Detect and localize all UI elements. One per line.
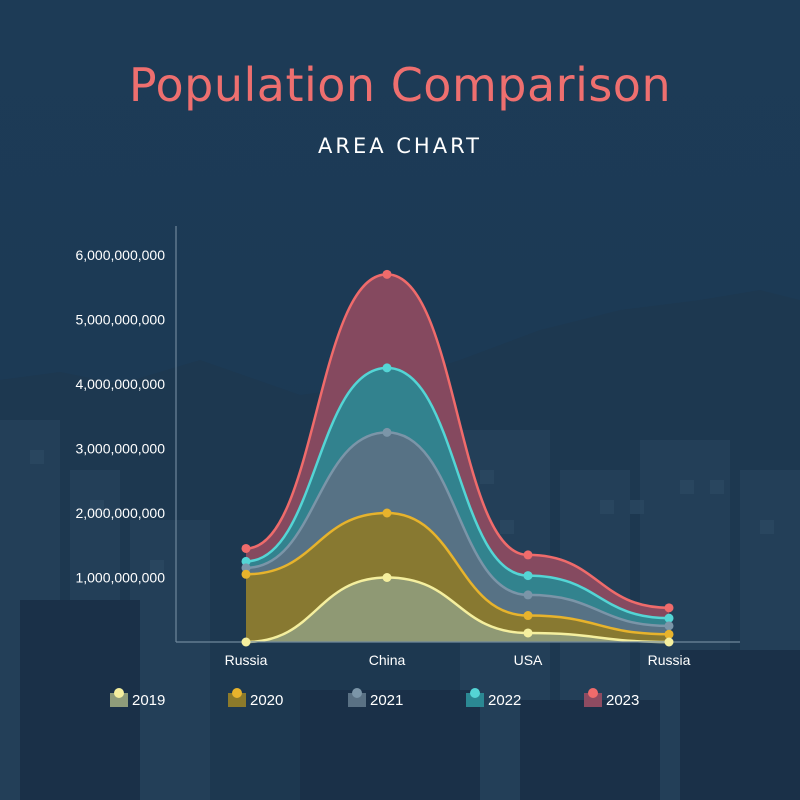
y-tick-label: 6,000,000,000 [75,247,165,263]
data-point-2020-0[interactable] [241,569,251,579]
chart-legend: 2019 2020 2021 2022 2023 [0,688,800,712]
legend-label: 2019 [132,691,166,709]
data-point-2022-1[interactable] [382,363,392,373]
series-line-2019 [245,576,670,644]
data-point-2020-3[interactable] [664,629,674,639]
legend-label: 2022 [488,691,522,709]
legend-item-2020[interactable]: 2020 [228,688,283,712]
legend-label: 2020 [250,691,284,709]
data-point-2021-3[interactable] [664,621,674,631]
chart-title: Population Comparison [128,58,672,112]
y-tick-label: 2,000,000,000 [75,505,165,521]
data-point-2023-3[interactable] [664,603,674,613]
x-tick-label: Russia [648,652,691,668]
series-line-2020 [245,511,670,636]
legend-marker-icon [352,688,362,698]
x-tick-label: Russia [225,652,268,668]
data-point-2020-2[interactable] [523,611,533,621]
legend-swatch [228,688,246,707]
data-point-2021-1[interactable] [382,427,392,437]
y-tick-label: 4,000,000,000 [75,376,165,392]
legend-swatch [466,688,484,707]
data-point-2019-0[interactable] [241,637,251,647]
legend-item-2023[interactable]: 2023 [584,688,639,712]
y-tick-label: 5,000,000,000 [75,312,165,328]
data-point-2021-0[interactable] [241,563,251,573]
data-point-2019-2[interactable] [523,628,533,638]
legend-swatch [584,688,602,707]
legend-item-2021[interactable]: 2021 [348,688,403,712]
legend-label: 2023 [606,691,640,709]
y-tick-label: 3,000,000,000 [75,441,165,457]
legend-swatch [348,688,366,707]
series-line-2022 [245,366,670,620]
legend-item-2022[interactable]: 2022 [466,688,521,712]
legend-swatch [110,688,128,707]
legend-marker-icon [470,688,480,698]
data-point-2023-1[interactable] [382,269,392,279]
x-tick-label: USA [514,652,543,668]
legend-item-2019[interactable]: 2019 [110,688,165,712]
series-line-2021 [245,431,670,628]
legend-marker-icon [232,688,242,698]
data-point-2020-1[interactable] [382,508,392,518]
legend-marker-icon [588,688,598,698]
data-point-2019-3[interactable] [664,637,674,647]
data-point-2022-2[interactable] [523,571,533,581]
legend-marker-icon [114,688,124,698]
data-point-2019-1[interactable] [382,573,392,582]
data-point-2022-0[interactable] [241,556,251,566]
area-fill-2019 [246,577,669,642]
data-point-2023-2[interactable] [523,550,533,560]
chart-subtitle: AREA CHART [318,134,482,158]
legend-label: 2021 [370,691,404,709]
data-point-2021-2[interactable] [523,590,533,600]
data-point-2023-0[interactable] [241,543,251,553]
x-tick-label: China [369,652,406,668]
series-line-2023 [245,273,670,610]
y-tick-label: 1,000,000,000 [75,570,165,586]
data-point-2022-3[interactable] [664,613,674,623]
